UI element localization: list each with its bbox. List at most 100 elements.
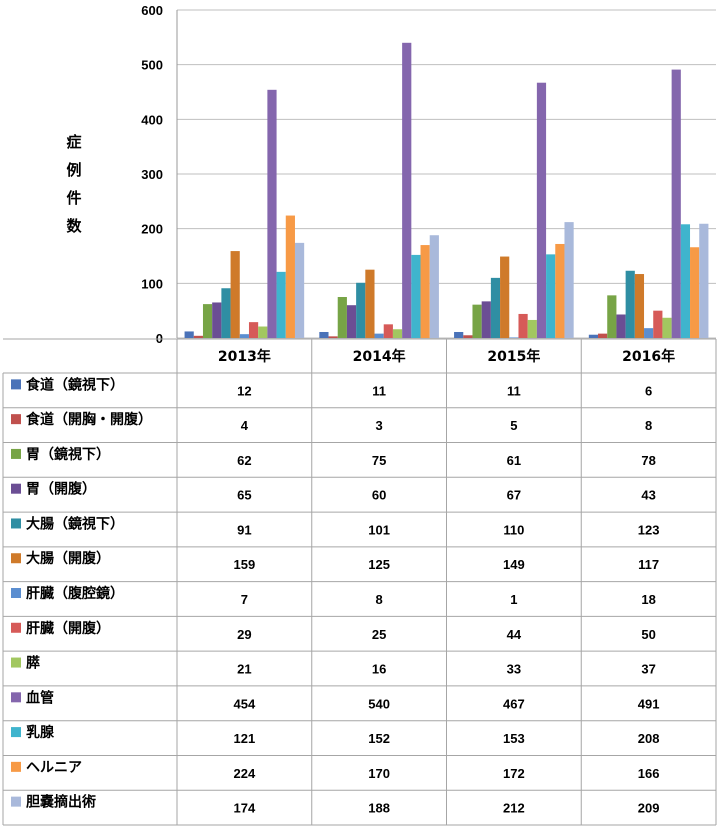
bar bbox=[392, 329, 403, 338]
data-label: 50 bbox=[641, 627, 655, 642]
y-axis-title-char: 件 bbox=[66, 189, 82, 207]
data-label: 121 bbox=[234, 731, 256, 746]
bar bbox=[564, 222, 574, 338]
bar bbox=[509, 337, 519, 338]
bar bbox=[346, 305, 357, 338]
legend-label: 大腸（開腹） bbox=[26, 550, 110, 567]
bar bbox=[454, 331, 464, 338]
data-label: 149 bbox=[503, 557, 525, 572]
bar bbox=[500, 256, 510, 338]
y-tick-label: 200 bbox=[141, 222, 163, 237]
x-category-label: 2016年 bbox=[622, 348, 675, 365]
x-category-label: 2014年 bbox=[353, 348, 406, 365]
bar bbox=[662, 317, 672, 338]
bar bbox=[463, 335, 473, 338]
legend-swatch bbox=[11, 761, 21, 772]
y-tick-label: 300 bbox=[141, 167, 163, 182]
legend-label: 胃（鏡視下） bbox=[26, 446, 110, 463]
legend-label: 大腸（鏡視下） bbox=[26, 515, 124, 532]
data-label: 212 bbox=[503, 801, 525, 816]
legend-label: 食道（開胸・開腹） bbox=[26, 411, 152, 428]
data-label: 125 bbox=[368, 557, 390, 572]
bar bbox=[644, 328, 654, 338]
data-label: 11 bbox=[372, 383, 386, 398]
bar bbox=[230, 251, 240, 338]
data-label: 166 bbox=[638, 766, 660, 781]
bar bbox=[383, 324, 393, 338]
legend-swatch bbox=[11, 518, 21, 529]
bar bbox=[634, 274, 645, 338]
bar bbox=[411, 254, 421, 338]
legend-swatch bbox=[11, 727, 21, 738]
data-label: 153 bbox=[503, 731, 525, 746]
data-label: 44 bbox=[507, 627, 522, 642]
data-label: 16 bbox=[372, 662, 386, 677]
data-label: 1 bbox=[510, 592, 517, 607]
bar bbox=[653, 310, 663, 338]
bar bbox=[680, 224, 691, 338]
data-label: 8 bbox=[376, 592, 383, 607]
y-axis-title-char: 症 bbox=[66, 133, 82, 151]
data-label: 4 bbox=[241, 418, 249, 433]
bar bbox=[276, 271, 286, 338]
bar bbox=[202, 304, 213, 338]
data-label: 29 bbox=[237, 627, 251, 642]
data-label: 62 bbox=[237, 453, 251, 468]
bar bbox=[429, 235, 439, 338]
data-label: 208 bbox=[638, 731, 660, 746]
legend-swatch bbox=[11, 588, 21, 598]
data-label: 170 bbox=[368, 766, 390, 781]
legend-swatch bbox=[11, 414, 21, 425]
data-label: 6 bbox=[645, 383, 652, 398]
data-label: 78 bbox=[641, 453, 655, 468]
data-label: 12 bbox=[237, 383, 251, 398]
data-label: 8 bbox=[645, 418, 652, 433]
bar bbox=[193, 335, 203, 338]
x-category-label: 2013年 bbox=[218, 348, 271, 365]
data-label: 152 bbox=[368, 731, 390, 746]
legend-swatch bbox=[11, 796, 21, 807]
data-label: 25 bbox=[372, 627, 386, 642]
data-label: 7 bbox=[241, 592, 248, 607]
bar bbox=[374, 333, 384, 338]
bar bbox=[588, 334, 599, 338]
data-label: 174 bbox=[234, 801, 256, 816]
bar bbox=[671, 69, 681, 338]
data-label: 224 bbox=[234, 766, 256, 781]
legend-swatch bbox=[11, 553, 21, 564]
data-label: 117 bbox=[638, 557, 659, 572]
bar bbox=[337, 297, 347, 338]
bar bbox=[607, 295, 617, 338]
data-label: 11 bbox=[507, 383, 521, 398]
legend-label: 胆嚢摘出術 bbox=[26, 794, 96, 811]
bar bbox=[294, 242, 305, 338]
data-label: 75 bbox=[372, 453, 386, 468]
data-label: 67 bbox=[507, 488, 521, 503]
data-label: 18 bbox=[641, 592, 655, 607]
data-label: 33 bbox=[507, 662, 521, 677]
bar bbox=[420, 245, 430, 338]
bar bbox=[365, 269, 375, 338]
legend-label: 胃（開腹） bbox=[26, 481, 96, 498]
data-label: 5 bbox=[510, 418, 517, 433]
bar bbox=[402, 42, 412, 339]
legend-swatch bbox=[11, 622, 21, 633]
bar bbox=[616, 314, 626, 338]
bar bbox=[625, 270, 635, 338]
bar bbox=[527, 319, 537, 338]
data-label: 454 bbox=[234, 696, 256, 711]
bar bbox=[699, 223, 709, 338]
legend-swatch bbox=[11, 448, 21, 459]
data-label: 37 bbox=[641, 662, 655, 677]
bar bbox=[555, 243, 565, 338]
data-label: 209 bbox=[638, 801, 660, 816]
data-label: 43 bbox=[641, 488, 655, 503]
data-label: 467 bbox=[503, 696, 525, 711]
y-axis-title: 症 例 件 数 bbox=[62, 128, 86, 240]
bar bbox=[319, 331, 329, 338]
bar bbox=[598, 333, 608, 338]
data-label: 60 bbox=[372, 488, 386, 503]
bar bbox=[267, 89, 277, 338]
data-label: 61 bbox=[507, 453, 521, 468]
